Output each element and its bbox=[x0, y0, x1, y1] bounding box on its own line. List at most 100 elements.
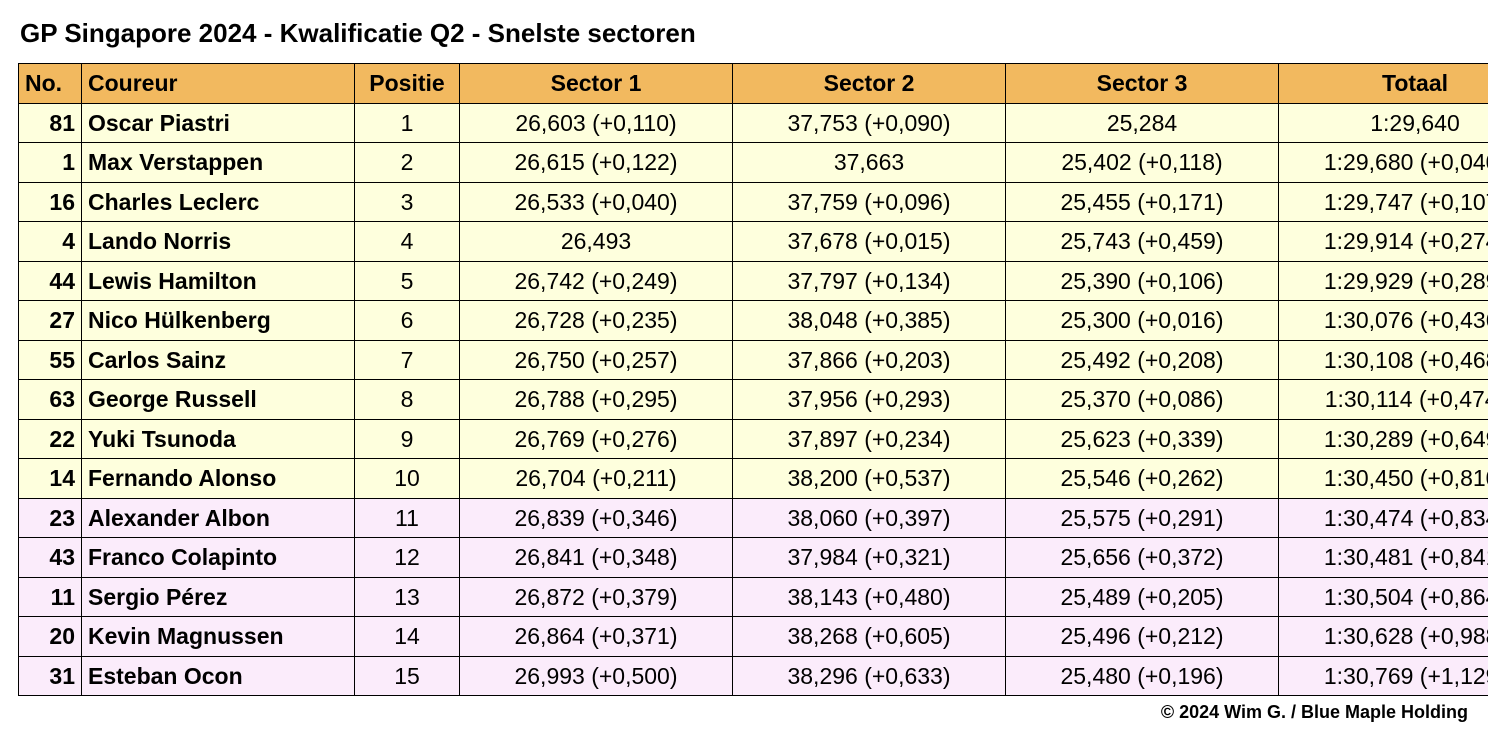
table-row: 55Carlos Sainz726,750 (+0,257)37,866 (+0… bbox=[19, 340, 1488, 380]
copyright-credit: © 2024 Wim G. / Blue Maple Holding bbox=[18, 702, 1470, 723]
cell-driver: Fernando Alonso bbox=[82, 459, 355, 499]
cell-s3: 25,656 (+0,372) bbox=[1006, 538, 1279, 578]
cell-pos: 7 bbox=[355, 340, 460, 380]
cell-no: 23 bbox=[19, 498, 82, 538]
cell-driver: Kevin Magnussen bbox=[82, 617, 355, 657]
page-title: GP Singapore 2024 - Kwalificatie Q2 - Sn… bbox=[20, 18, 1470, 49]
cell-driver: Alexander Albon bbox=[82, 498, 355, 538]
cell-s3: 25,489 (+0,205) bbox=[1006, 577, 1279, 617]
cell-no: 27 bbox=[19, 301, 82, 341]
cell-s2: 37,759 (+0,096) bbox=[733, 182, 1006, 222]
cell-s1: 26,864 (+0,371) bbox=[460, 617, 733, 657]
table-row: 44Lewis Hamilton526,742 (+0,249)37,797 (… bbox=[19, 261, 1488, 301]
cell-s1: 26,704 (+0,211) bbox=[460, 459, 733, 499]
cell-no: 81 bbox=[19, 103, 82, 143]
sector-times-table: No. Coureur Positie Sector 1 Sector 2 Se… bbox=[18, 63, 1488, 696]
cell-pos: 6 bbox=[355, 301, 460, 341]
cell-pos: 3 bbox=[355, 182, 460, 222]
cell-driver: Franco Colapinto bbox=[82, 538, 355, 578]
cell-s3: 25,370 (+0,086) bbox=[1006, 380, 1279, 420]
cell-driver: Max Verstappen bbox=[82, 143, 355, 183]
cell-pos: 9 bbox=[355, 419, 460, 459]
table-header-row: No. Coureur Positie Sector 1 Sector 2 Se… bbox=[19, 64, 1488, 104]
cell-s1: 26,493 bbox=[460, 222, 733, 262]
cell-no: 43 bbox=[19, 538, 82, 578]
cell-total: 1:29,640 bbox=[1279, 103, 1488, 143]
cell-s2: 37,897 (+0,234) bbox=[733, 419, 1006, 459]
table-row: 14Fernando Alonso1026,704 (+0,211)38,200… bbox=[19, 459, 1488, 499]
col-header-pos: Positie bbox=[355, 64, 460, 104]
cell-s2: 37,678 (+0,015) bbox=[733, 222, 1006, 262]
cell-total: 1:30,628 (+0,988) bbox=[1279, 617, 1488, 657]
cell-pos: 14 bbox=[355, 617, 460, 657]
cell-s2: 38,060 (+0,397) bbox=[733, 498, 1006, 538]
cell-s3: 25,390 (+0,106) bbox=[1006, 261, 1279, 301]
cell-total: 1:30,289 (+0,649) bbox=[1279, 419, 1488, 459]
cell-pos: 5 bbox=[355, 261, 460, 301]
cell-s1: 26,788 (+0,295) bbox=[460, 380, 733, 420]
cell-no: 11 bbox=[19, 577, 82, 617]
table-row: 22Yuki Tsunoda926,769 (+0,276)37,897 (+0… bbox=[19, 419, 1488, 459]
cell-s2: 37,956 (+0,293) bbox=[733, 380, 1006, 420]
cell-no: 22 bbox=[19, 419, 82, 459]
col-header-s1: Sector 1 bbox=[460, 64, 733, 104]
cell-total: 1:29,929 (+0,289) bbox=[1279, 261, 1488, 301]
table-row: 23Alexander Albon1126,839 (+0,346)38,060… bbox=[19, 498, 1488, 538]
cell-s3: 25,480 (+0,196) bbox=[1006, 656, 1279, 696]
cell-s3: 25,575 (+0,291) bbox=[1006, 498, 1279, 538]
cell-total: 1:30,769 (+1,129) bbox=[1279, 656, 1488, 696]
cell-total: 1:30,481 (+0,841) bbox=[1279, 538, 1488, 578]
cell-s1: 26,533 (+0,040) bbox=[460, 182, 733, 222]
cell-no: 4 bbox=[19, 222, 82, 262]
cell-s1: 26,993 (+0,500) bbox=[460, 656, 733, 696]
cell-driver: Oscar Piastri bbox=[82, 103, 355, 143]
cell-driver: George Russell bbox=[82, 380, 355, 420]
cell-s2: 38,268 (+0,605) bbox=[733, 617, 1006, 657]
cell-s1: 26,839 (+0,346) bbox=[460, 498, 733, 538]
cell-pos: 8 bbox=[355, 380, 460, 420]
cell-no: 20 bbox=[19, 617, 82, 657]
cell-no: 44 bbox=[19, 261, 82, 301]
cell-no: 31 bbox=[19, 656, 82, 696]
table-row: 1Max Verstappen226,615 (+0,122)37,66325,… bbox=[19, 143, 1488, 183]
col-header-total: Totaal bbox=[1279, 64, 1488, 104]
col-header-s2: Sector 2 bbox=[733, 64, 1006, 104]
cell-s1: 26,615 (+0,122) bbox=[460, 143, 733, 183]
cell-driver: Esteban Ocon bbox=[82, 656, 355, 696]
cell-pos: 4 bbox=[355, 222, 460, 262]
table-row: 43Franco Colapinto1226,841 (+0,348)37,98… bbox=[19, 538, 1488, 578]
cell-total: 1:30,450 (+0,810) bbox=[1279, 459, 1488, 499]
cell-driver: Nico Hülkenberg bbox=[82, 301, 355, 341]
cell-s1: 26,728 (+0,235) bbox=[460, 301, 733, 341]
cell-pos: 1 bbox=[355, 103, 460, 143]
cell-total: 1:30,076 (+0,436) bbox=[1279, 301, 1488, 341]
cell-total: 1:30,474 (+0,834) bbox=[1279, 498, 1488, 538]
cell-pos: 11 bbox=[355, 498, 460, 538]
cell-no: 1 bbox=[19, 143, 82, 183]
cell-s2: 38,048 (+0,385) bbox=[733, 301, 1006, 341]
table-row: 27Nico Hülkenberg626,728 (+0,235)38,048 … bbox=[19, 301, 1488, 341]
cell-pos: 13 bbox=[355, 577, 460, 617]
cell-s2: 37,663 bbox=[733, 143, 1006, 183]
cell-s3: 25,300 (+0,016) bbox=[1006, 301, 1279, 341]
table-row: 81Oscar Piastri126,603 (+0,110)37,753 (+… bbox=[19, 103, 1488, 143]
cell-total: 1:29,914 (+0,274) bbox=[1279, 222, 1488, 262]
cell-s1: 26,742 (+0,249) bbox=[460, 261, 733, 301]
cell-s3: 25,743 (+0,459) bbox=[1006, 222, 1279, 262]
cell-no: 16 bbox=[19, 182, 82, 222]
cell-s2: 37,797 (+0,134) bbox=[733, 261, 1006, 301]
cell-total: 1:29,747 (+0,107) bbox=[1279, 182, 1488, 222]
cell-no: 55 bbox=[19, 340, 82, 380]
cell-s2: 38,143 (+0,480) bbox=[733, 577, 1006, 617]
cell-s3: 25,402 (+0,118) bbox=[1006, 143, 1279, 183]
col-header-no: No. bbox=[19, 64, 82, 104]
table-row: 4Lando Norris426,49337,678 (+0,015)25,74… bbox=[19, 222, 1488, 262]
cell-total: 1:30,504 (+0,864) bbox=[1279, 577, 1488, 617]
cell-no: 63 bbox=[19, 380, 82, 420]
cell-driver: Lando Norris bbox=[82, 222, 355, 262]
cell-driver: Sergio Pérez bbox=[82, 577, 355, 617]
cell-driver: Yuki Tsunoda bbox=[82, 419, 355, 459]
cell-s3: 25,546 (+0,262) bbox=[1006, 459, 1279, 499]
cell-pos: 12 bbox=[355, 538, 460, 578]
col-header-driver: Coureur bbox=[82, 64, 355, 104]
